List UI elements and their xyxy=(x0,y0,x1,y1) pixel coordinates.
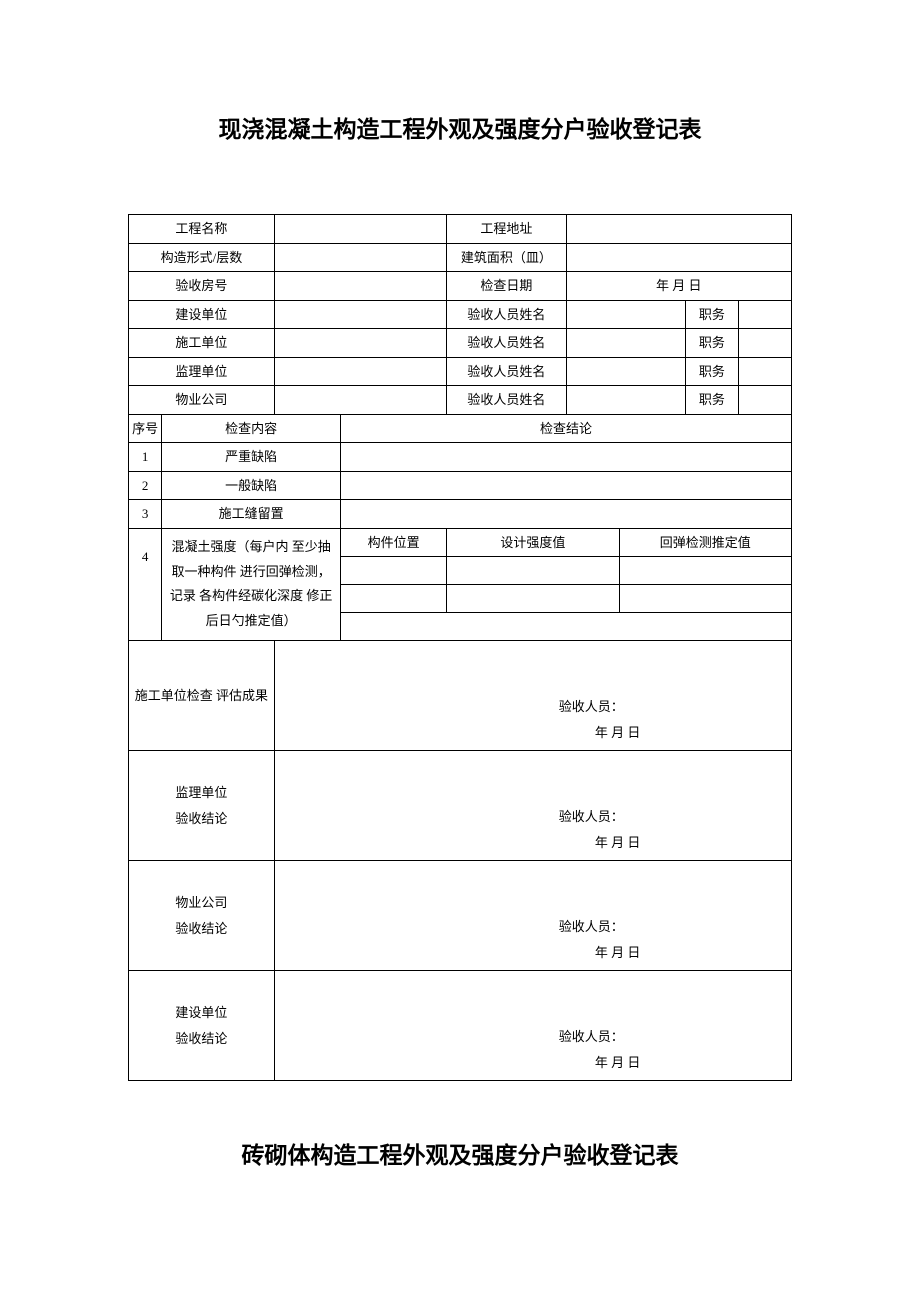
value-job1 xyxy=(738,300,791,329)
sig-block-2: 验收人员： 年 月 日 xyxy=(274,751,791,861)
value-prop-co xyxy=(274,386,446,415)
sig-date-4: 年 月 日 xyxy=(275,1051,791,1076)
sig-label-4: 建设单位 验收结论 xyxy=(129,971,275,1081)
value-person1 xyxy=(566,300,685,329)
label-prop-co: 物业公司 xyxy=(129,386,275,415)
sig-block-4: 验收人员： 年 月 日 xyxy=(274,971,791,1081)
label-room-no: 验收房号 xyxy=(129,272,275,301)
sig-personnel-1: 验收人员： xyxy=(275,695,791,720)
sig-label-2: 监理单位 验收结论 xyxy=(129,751,275,861)
cell-4-blank xyxy=(341,613,792,641)
sig-block-3: 验收人员： 年 月 日 xyxy=(274,861,791,971)
value-job2 xyxy=(738,329,791,358)
value-check-date: 年 月 日 xyxy=(566,272,791,301)
seq-1: 1 xyxy=(129,443,162,472)
label-project-addr: 工程地址 xyxy=(447,215,566,244)
sig-label-3: 物业公司 验收结论 xyxy=(129,861,275,971)
seq-4: 4 xyxy=(129,528,162,585)
page-title-2: 砖砌体构造工程外观及强度分户验收登记表 xyxy=(128,1136,792,1170)
label-job2: 职务 xyxy=(685,329,738,358)
value-job4 xyxy=(738,386,791,415)
sig-date-2: 年 月 日 xyxy=(275,831,791,856)
content-3: 施工缝留置 xyxy=(162,500,341,529)
label-job1: 职务 xyxy=(685,300,738,329)
cell-4a1 xyxy=(341,557,447,585)
cell-4b2 xyxy=(447,585,619,613)
label-const-unit: 施工单位 xyxy=(129,329,275,358)
sig-label-1: 施工单位检查 评估成果 xyxy=(129,641,275,751)
page-title-1: 现浇混凝土构造工程外观及强度分户验收登记表 xyxy=(128,110,792,144)
conclusion-1 xyxy=(341,443,792,472)
subhead-design: 设计强度值 xyxy=(447,528,619,557)
label-structure: 构造形式/层数 xyxy=(129,243,275,272)
conclusion-2 xyxy=(341,471,792,500)
value-area xyxy=(566,243,791,272)
sig-personnel-3: 验收人员： xyxy=(275,915,791,940)
cell-4a3 xyxy=(619,557,791,585)
value-project-name xyxy=(274,215,446,244)
label-job4: 职务 xyxy=(685,386,738,415)
cell-4a2 xyxy=(447,557,619,585)
label-person3: 验收人员姓名 xyxy=(447,357,566,386)
value-job3 xyxy=(738,357,791,386)
value-build-unit xyxy=(274,300,446,329)
content-4: 混凝土强度（每户内 至少抽取一种构件 进行回弹检测，记录 各构件经碳化深度 修正… xyxy=(162,528,341,641)
value-project-addr xyxy=(566,215,791,244)
col-content: 检查内容 xyxy=(162,414,341,443)
seq-2: 2 xyxy=(129,471,162,500)
label-build-unit: 建设单位 xyxy=(129,300,275,329)
value-person2 xyxy=(566,329,685,358)
sig-date-3: 年 月 日 xyxy=(275,941,791,966)
sig-personnel-4: 验收人员： xyxy=(275,1025,791,1050)
col-seq: 序号 xyxy=(129,414,162,443)
label-super-unit: 监理单位 xyxy=(129,357,275,386)
cell-4b1 xyxy=(341,585,447,613)
value-structure xyxy=(274,243,446,272)
value-person3 xyxy=(566,357,685,386)
seq-3: 3 xyxy=(129,500,162,529)
label-person1: 验收人员姓名 xyxy=(447,300,566,329)
subhead-pos: 构件位置 xyxy=(341,528,447,557)
value-const-unit xyxy=(274,329,446,358)
content-1: 严重缺陷 xyxy=(162,443,341,472)
label-job3: 职务 xyxy=(685,357,738,386)
label-person4: 验收人员姓名 xyxy=(447,386,566,415)
seq-4-cont xyxy=(129,585,162,641)
cell-4b3 xyxy=(619,585,791,613)
conclusion-3 xyxy=(341,500,792,529)
sig-personnel-2: 验收人员： xyxy=(275,805,791,830)
value-super-unit xyxy=(274,357,446,386)
form-table: 工程名称 工程地址 构造形式/层数 建筑面积（皿） 验收房号 检查日期 年 月 … xyxy=(128,214,792,1081)
label-person2: 验收人员姓名 xyxy=(447,329,566,358)
value-room-no xyxy=(274,272,446,301)
content-2: 一般缺陷 xyxy=(162,471,341,500)
sig-date-1: 年 月 日 xyxy=(275,721,791,746)
col-conclusion: 检查结论 xyxy=(341,414,792,443)
label-project-name: 工程名称 xyxy=(129,215,275,244)
value-person4 xyxy=(566,386,685,415)
subhead-rebound: 回弹检测推定值 xyxy=(619,528,791,557)
sig-block-1: 验收人员： 年 月 日 xyxy=(274,641,791,751)
label-check-date: 检查日期 xyxy=(447,272,566,301)
label-area: 建筑面积（皿） xyxy=(447,243,566,272)
